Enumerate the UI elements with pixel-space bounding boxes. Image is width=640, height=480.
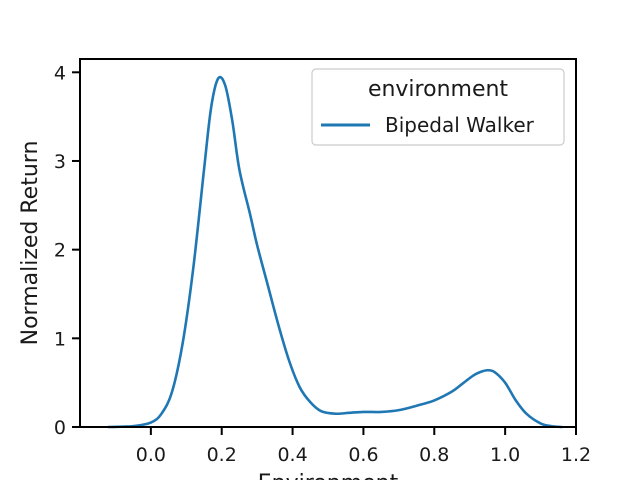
x-tick-label: 1.0 bbox=[490, 444, 520, 466]
legend-box bbox=[311, 68, 565, 146]
x-tick-label: 0.2 bbox=[207, 444, 237, 466]
series-line-0 bbox=[107, 75, 564, 429]
x-tick-label: 1.2 bbox=[561, 444, 591, 466]
plot-frame bbox=[79, 58, 577, 428]
series-layer bbox=[107, 75, 564, 429]
x-tick-label: 0.4 bbox=[277, 444, 307, 466]
x-tick-label: 0.0 bbox=[136, 444, 166, 466]
y-tick-label: 1 bbox=[54, 328, 66, 350]
y-axis-label: Normalized Return bbox=[18, 141, 43, 346]
legend-title: environment bbox=[368, 77, 508, 102]
y-tick-label: 3 bbox=[54, 151, 66, 173]
legend-entry-label: Bipedal Walker bbox=[385, 113, 535, 137]
legend: environment Bipedal Walker bbox=[311, 68, 565, 146]
x-tick-label: 0.8 bbox=[419, 444, 449, 466]
x-axis-label: Environment bbox=[258, 471, 399, 480]
x-axis-ticks: 0.0 0.2 0.4 0.6 0.8 1.0 1.2 bbox=[136, 427, 591, 466]
y-tick-label: 2 bbox=[54, 240, 66, 262]
y-tick-label: 4 bbox=[54, 62, 66, 84]
y-axis-ticks: 0 1 2 3 4 bbox=[54, 62, 80, 439]
y-tick-label: 0 bbox=[54, 417, 66, 439]
x-tick-label: 0.6 bbox=[348, 444, 378, 466]
